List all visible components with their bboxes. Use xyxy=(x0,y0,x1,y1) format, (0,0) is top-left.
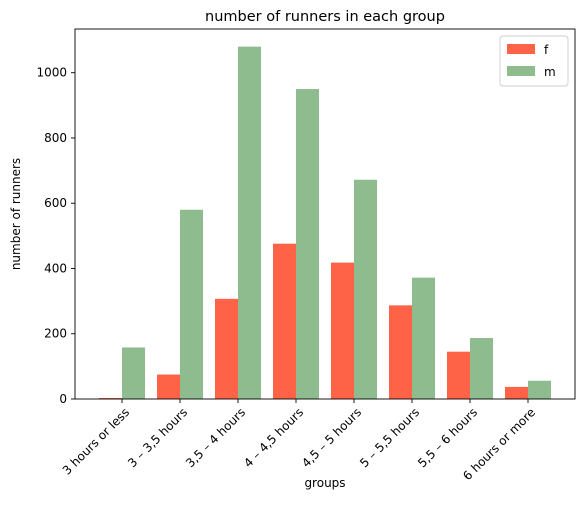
bar-m-5 xyxy=(412,277,435,399)
x-tick-label: 5,5 – 6 hours xyxy=(415,405,480,470)
bar-f-0 xyxy=(99,398,122,399)
bar-f-7 xyxy=(505,386,528,399)
bar-m-2 xyxy=(238,46,261,399)
bar-m-7 xyxy=(528,380,551,399)
y-tick-label: 1000 xyxy=(36,66,67,80)
legend-swatch-m xyxy=(507,66,535,76)
y-tick-label: 800 xyxy=(44,131,67,145)
legend-label-m: m xyxy=(544,65,556,79)
bars-layer xyxy=(99,46,551,399)
y-axis-label: number of runners xyxy=(9,158,23,270)
x-tick-label: 5 – 5,5 hours xyxy=(357,405,422,470)
x-tick-label: 3 hours or less xyxy=(60,405,132,477)
bar-f-5 xyxy=(389,305,412,399)
bar-f-4 xyxy=(331,262,354,399)
plot-frame xyxy=(74,28,576,400)
bar-m-3 xyxy=(296,89,319,399)
y-tick-label: 200 xyxy=(44,327,67,341)
x-tick-label: 4,5 – 5 hours xyxy=(299,405,364,470)
y-tick-label: 400 xyxy=(44,261,67,275)
legend-swatch-f xyxy=(507,44,535,54)
y-axis: 0 200 400 600 800 1000 xyxy=(36,66,75,406)
bar-m-4 xyxy=(354,179,377,399)
x-tick-label: 3 – 3,5 hours xyxy=(125,405,190,470)
bar-m-1 xyxy=(180,209,203,399)
bar-f-6 xyxy=(447,351,470,399)
legend-label-f: f xyxy=(544,43,549,57)
chart-title: number of runners in each group xyxy=(205,9,445,25)
bar-f-2 xyxy=(215,298,238,399)
bar-f-3 xyxy=(273,243,296,399)
legend: fm xyxy=(499,35,569,87)
bar-m-6 xyxy=(470,337,493,399)
x-tick-label: 3,5 – 4 hours xyxy=(183,405,248,470)
x-tick-label: 4 – 4,5 hours xyxy=(241,405,306,470)
bar-f-1 xyxy=(157,374,180,399)
x-axis-label: groups xyxy=(304,476,345,490)
legend-frame xyxy=(499,35,569,87)
bar-m-0 xyxy=(122,347,145,399)
y-tick-label: 600 xyxy=(44,196,67,210)
y-tick-label: 0 xyxy=(59,392,67,406)
